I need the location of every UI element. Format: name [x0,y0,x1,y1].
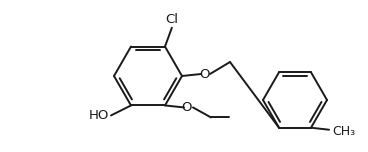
Text: Cl: Cl [165,13,178,26]
Text: O: O [199,67,209,81]
Text: O: O [182,101,192,114]
Text: CH₃: CH₃ [332,125,355,138]
Text: HO: HO [89,109,109,122]
